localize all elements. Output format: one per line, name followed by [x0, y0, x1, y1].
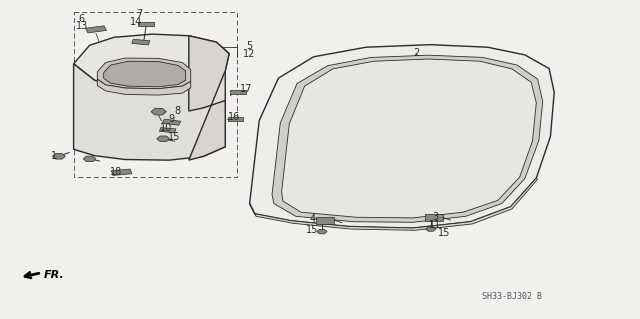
- Polygon shape: [74, 34, 229, 87]
- Polygon shape: [159, 128, 176, 133]
- Text: 14: 14: [130, 17, 143, 27]
- Text: 15: 15: [438, 228, 451, 238]
- Polygon shape: [97, 58, 191, 89]
- Text: 2: 2: [413, 48, 419, 58]
- Polygon shape: [138, 22, 154, 26]
- Polygon shape: [189, 36, 229, 160]
- Text: 16: 16: [227, 112, 240, 122]
- Polygon shape: [83, 156, 96, 162]
- Text: 8: 8: [175, 106, 181, 116]
- Polygon shape: [157, 136, 170, 142]
- Text: 1: 1: [51, 151, 58, 161]
- Polygon shape: [104, 61, 186, 87]
- Polygon shape: [163, 119, 180, 125]
- Polygon shape: [86, 26, 106, 33]
- Polygon shape: [230, 90, 246, 94]
- Polygon shape: [426, 227, 436, 231]
- Text: 4: 4: [309, 213, 316, 224]
- Polygon shape: [250, 178, 538, 230]
- Text: 13: 13: [76, 21, 88, 31]
- Polygon shape: [132, 39, 150, 45]
- Text: 17: 17: [240, 84, 253, 94]
- Text: FR.: FR.: [44, 270, 64, 280]
- Polygon shape: [52, 153, 65, 159]
- Polygon shape: [272, 55, 543, 222]
- Polygon shape: [151, 108, 166, 115]
- Bar: [74, 12, 237, 177]
- Polygon shape: [111, 169, 132, 175]
- Text: 7: 7: [136, 9, 143, 19]
- Text: SH33-BJ302 B: SH33-BJ302 B: [482, 292, 542, 301]
- Polygon shape: [97, 79, 191, 95]
- Polygon shape: [425, 214, 443, 221]
- Polygon shape: [250, 45, 554, 228]
- Text: 15: 15: [168, 132, 180, 142]
- Text: 11: 11: [429, 220, 442, 230]
- Text: 18: 18: [110, 167, 123, 177]
- Polygon shape: [316, 217, 334, 224]
- Text: 10: 10: [160, 122, 173, 133]
- Text: 5: 5: [246, 41, 253, 51]
- Text: 15: 15: [306, 225, 319, 235]
- Text: 9: 9: [168, 114, 175, 124]
- Text: 3: 3: [432, 212, 438, 222]
- Polygon shape: [228, 117, 243, 121]
- Text: 12: 12: [243, 49, 256, 59]
- Polygon shape: [282, 59, 536, 218]
- Polygon shape: [317, 229, 327, 234]
- Polygon shape: [74, 64, 225, 160]
- Text: 6: 6: [79, 13, 85, 24]
